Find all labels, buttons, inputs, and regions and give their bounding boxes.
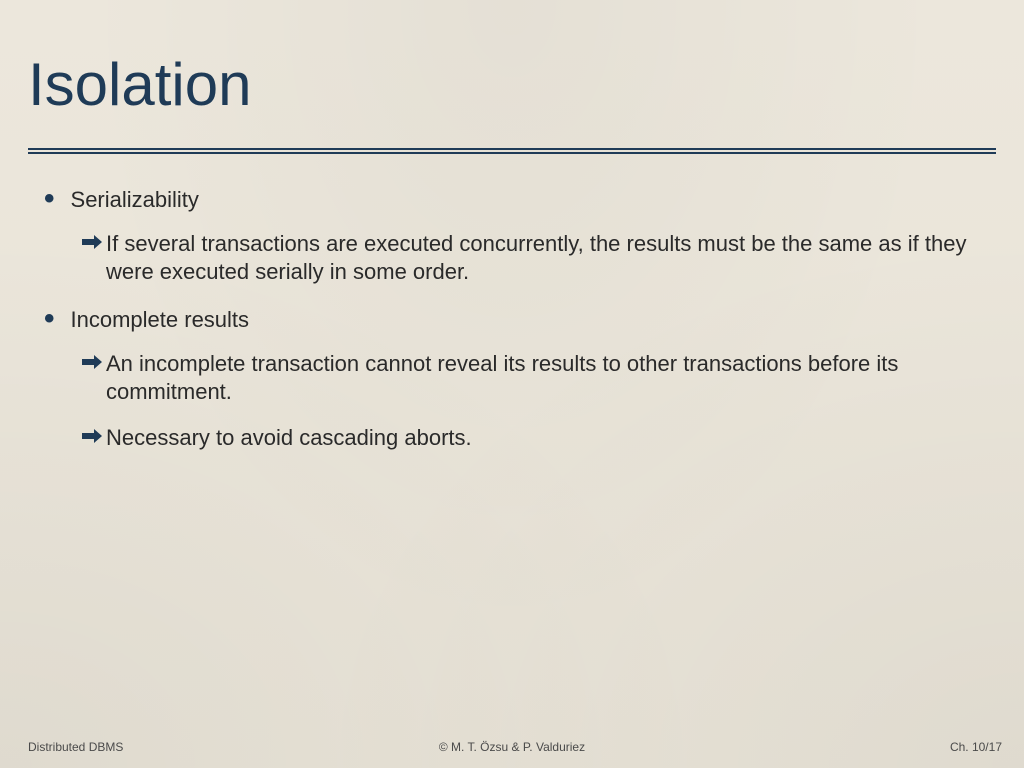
footer-right: Ch. 10/17 (950, 740, 1002, 754)
title-divider (28, 148, 996, 154)
sub-item: Necessary to avoid cascading aborts. (82, 424, 996, 452)
bullet-label: Incomplete results (71, 306, 250, 334)
sub-item: An incomplete transaction cannot reveal … (82, 350, 996, 406)
arrow-right-icon (82, 354, 102, 370)
slide-content: • Serializability If several transaction… (44, 186, 996, 472)
slide-title: Isolation (28, 50, 251, 119)
sub-item: If several transactions are executed con… (82, 230, 996, 286)
slide-footer: Distributed DBMS © M. T. Özsu & P. Valdu… (0, 734, 1024, 754)
bullet-label: Serializability (71, 186, 199, 214)
arrow-right-icon (82, 234, 102, 250)
sub-list: If several transactions are executed con… (82, 230, 996, 286)
arrow-right-icon (82, 428, 102, 444)
sub-text: If several transactions are executed con… (106, 230, 986, 286)
bullet-item: • Incomplete results (44, 306, 996, 334)
sub-text: Necessary to avoid cascading aborts. (106, 424, 472, 452)
bullet-dot-icon: • (44, 308, 55, 330)
sub-list: An incomplete transaction cannot reveal … (82, 350, 996, 452)
bullet-item: • Serializability (44, 186, 996, 214)
footer-center: © M. T. Özsu & P. Valduriez (0, 740, 1024, 754)
bullet-dot-icon: • (44, 188, 55, 210)
sub-text: An incomplete transaction cannot reveal … (106, 350, 986, 406)
